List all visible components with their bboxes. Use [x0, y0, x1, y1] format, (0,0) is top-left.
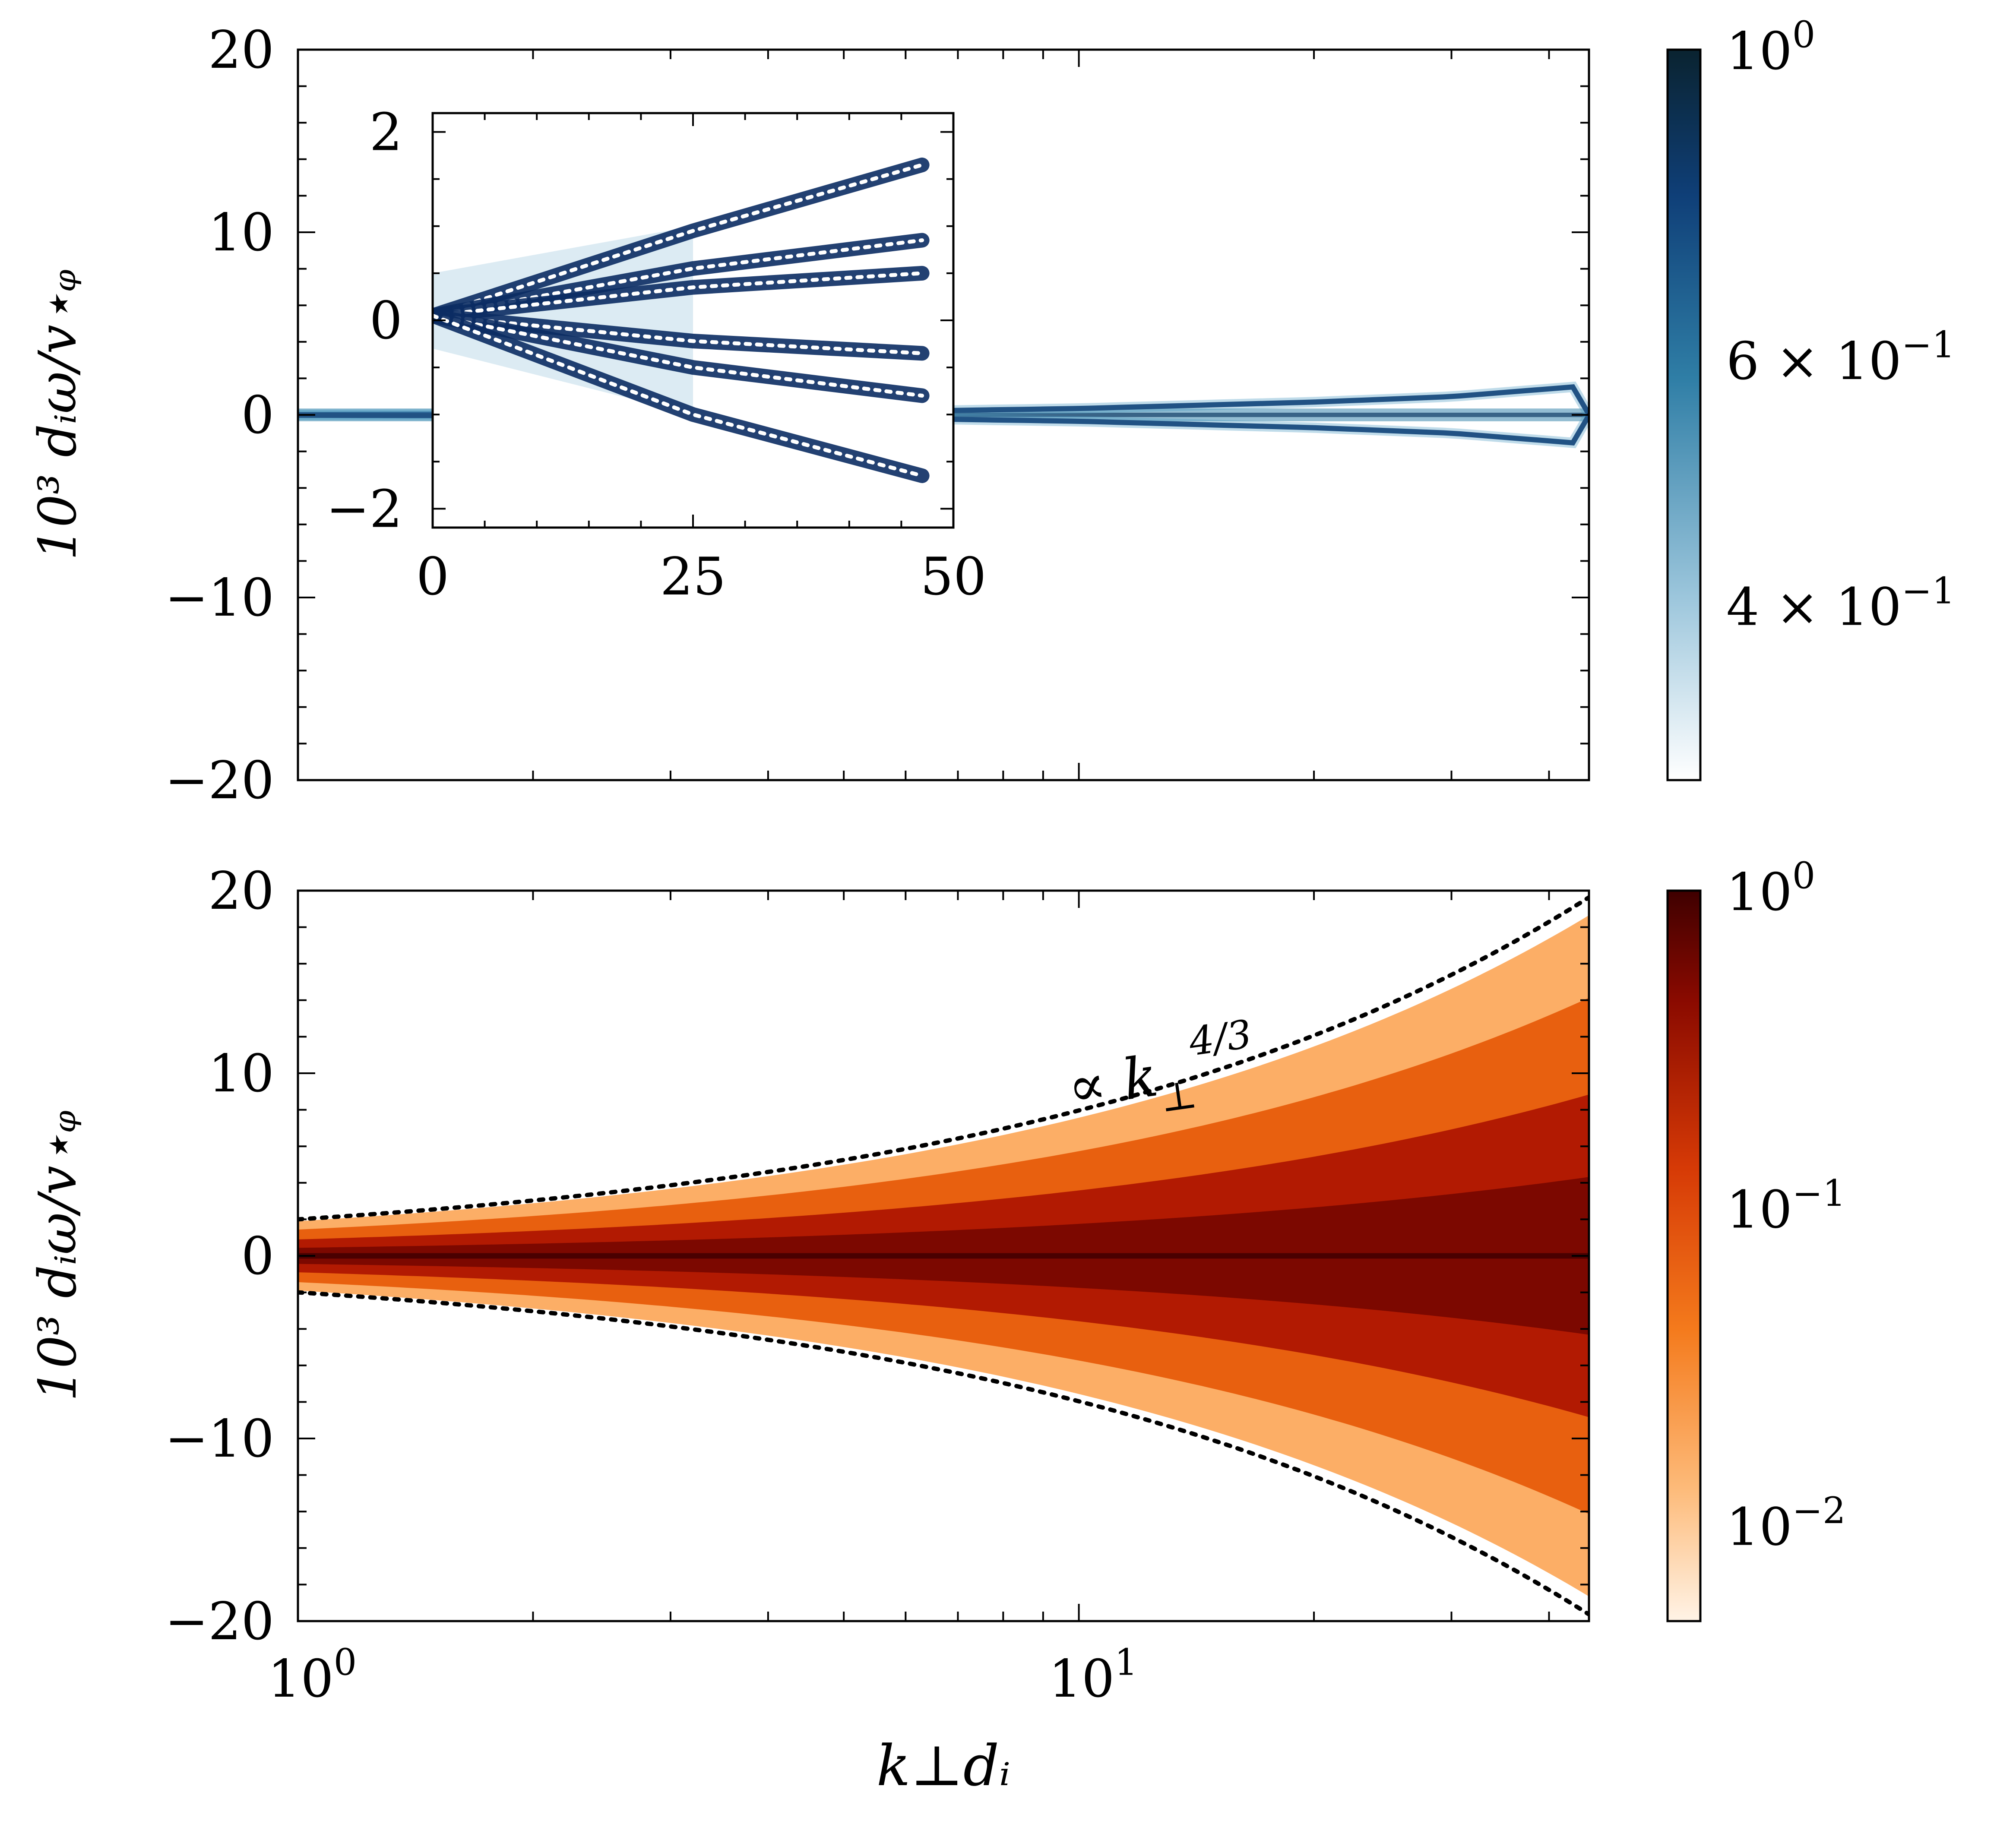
bottom-colorbar [1666, 889, 1702, 1622]
bottom-ylabel-text: 10³ dᵢω/v⋆ᵩ [28, 1110, 88, 1401]
inset-ytick-label: 2 [370, 103, 402, 163]
top-cbar-label-exp: −1 [1902, 569, 1955, 612]
top-ytick-label: 10 [208, 203, 274, 263]
inset-xtick-label: 25 [660, 547, 726, 607]
bottom-xtick-label-exp: 0 [334, 1641, 357, 1684]
bottom-heatmap [298, 895, 1589, 1617]
bottom-cbar-label-exp: −2 [1792, 1489, 1846, 1532]
annotation-prefix: ∝ k [1063, 1043, 1161, 1120]
top-cbar-label-base: 4 × 10 [1726, 578, 1902, 638]
inset-fit-mode-1 [433, 163, 924, 318]
axes [297, 48, 1700, 1622]
inset-xtick-label: 0 [416, 547, 449, 607]
bottom-ytick-label: 20 [208, 861, 274, 921]
bottom-cbar-label: 10−2 [1726, 1489, 1846, 1557]
top-ytick-label: 0 [241, 386, 274, 446]
bottom-cbar-label-base: 10 [1726, 1498, 1792, 1558]
top-colorbar [1666, 48, 1702, 781]
bottom-cbar-label: 100 [1726, 855, 1815, 923]
bottom-xtick-label-base: 10 [1049, 1649, 1115, 1709]
bottom-ytick-label: 0 [241, 1227, 274, 1287]
bottom-xlabel-text: k⊥dᵢ [877, 1733, 1010, 1799]
inset-ytick-label: 0 [370, 291, 402, 351]
top-ylabel: 10³ dᵢω/v⋆ᵩ [28, 269, 88, 560]
annotation-sup: 4/3 [1186, 1012, 1254, 1065]
bottom-ytick-label: −20 [165, 1592, 274, 1652]
bottom-cbar-label-exp: −1 [1792, 1172, 1846, 1214]
top-ylabel-text: 10³ dᵢω/v⋆ᵩ [28, 269, 88, 560]
bottom-cbar-label-exp: 0 [1792, 855, 1815, 897]
inset-fit-mode-6 [433, 313, 924, 478]
top-ytick-label: −20 [165, 751, 274, 811]
top-cbar-label: 100 [1726, 14, 1815, 82]
bottom-ytick-label: 10 [208, 1044, 274, 1104]
annotation-sub: ⊥ [1157, 1072, 1199, 1122]
bottom-xtick-label-base: 10 [268, 1649, 334, 1709]
bottom-xtick-label: 100 [268, 1641, 357, 1709]
bottom-xtick-label: 101 [1049, 1641, 1138, 1709]
bottom-cbar-label-base: 10 [1726, 863, 1792, 923]
top-cbar-label: 4 × 10−1 [1726, 569, 1955, 637]
inset-fit-mode-5 [433, 313, 924, 398]
top-ytick-label: 20 [208, 20, 274, 80]
envelope-annotation: ∝ k⊥ 4/3 [1061, 1012, 1262, 1134]
top-ytick-label: −10 [165, 568, 274, 628]
bottom-xlabel: k⊥dᵢ [877, 1733, 1010, 1799]
cloud-zero-line [298, 1253, 1589, 1259]
inset-fit-mode-3 [433, 271, 924, 318]
inset-ytick-label: −2 [326, 479, 402, 539]
top-cbar-label-exp: −1 [1902, 323, 1955, 366]
top-cbar-label-exp: 0 [1792, 14, 1815, 56]
inset-heatmap [433, 158, 930, 483]
top-cbar-label-base: 10 [1726, 22, 1792, 82]
envelope-lower [298, 1290, 1589, 1617]
envelope-upper [298, 895, 1589, 1222]
inset-fit-mode-4 [433, 313, 924, 355]
bottom-xtick-label-exp: 1 [1114, 1641, 1137, 1684]
bottom-cbar-label-base: 10 [1726, 1180, 1792, 1240]
top-cbar-label: 6 × 10−1 [1726, 323, 1955, 391]
inset-xtick-label: 50 [921, 547, 987, 607]
bottom-ytick-label: −10 [165, 1409, 274, 1469]
top-cbar-label-base: 6 × 10 [1726, 332, 1902, 392]
bottom-ylabel: 10³ dᵢω/v⋆ᵩ [28, 1110, 88, 1401]
bottom-cbar-label: 10−1 [1726, 1172, 1846, 1240]
